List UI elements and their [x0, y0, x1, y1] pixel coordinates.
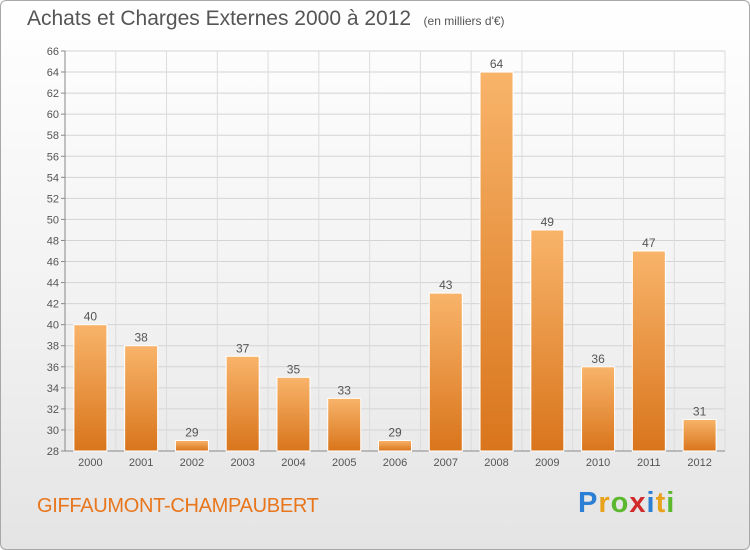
bar	[378, 439, 412, 452]
bar	[327, 397, 362, 452]
title-row: Achats et Charges Externes 2000 à 2012 (…	[27, 7, 505, 31]
bar	[124, 345, 159, 452]
y-tick-label: 54	[47, 172, 59, 184]
y-tick-label: 42	[47, 299, 59, 311]
y-tick-label: 28	[47, 446, 59, 458]
bar	[73, 324, 108, 452]
labels: 28 30 32 34 36 38 40 42 44 46 48 50 52 54 56 58 60 62 64 66…	[47, 46, 712, 469]
chart-title: Achats et Charges Externes 2000 à 2012	[27, 7, 412, 30]
y-tick-label: 36	[47, 362, 59, 374]
x-tick-label: 2012	[687, 457, 711, 469]
x-tick-label: 2007	[434, 457, 458, 469]
y-tick-label: 62	[47, 88, 59, 100]
bar	[276, 376, 311, 452]
bar	[479, 71, 514, 452]
x-tick-label: 2005	[332, 457, 356, 469]
y-tick-label: 52	[47, 193, 59, 205]
x-tick-label: 2003	[230, 457, 254, 469]
bar-value-label: 29	[185, 425, 199, 439]
bar-value-label: 36	[591, 352, 605, 366]
bar	[631, 250, 666, 452]
y-tick-label: 60	[47, 109, 59, 121]
bar-value-label: 49	[541, 215, 555, 229]
bar	[581, 366, 616, 452]
bars	[73, 71, 717, 452]
bar	[225, 355, 260, 452]
x-tick-label: 2011	[637, 457, 661, 469]
logo-letter: i	[666, 487, 676, 519]
logo-letter: r	[598, 487, 611, 519]
x-tick-label: 2006	[383, 457, 407, 469]
logo-letter: i	[646, 487, 656, 519]
logo-letter: o	[610, 487, 630, 519]
y-tick-label: 66	[47, 46, 59, 58]
bar	[428, 292, 463, 452]
y-tick-label: 30	[47, 425, 59, 437]
bar-value-label: 29	[388, 425, 402, 439]
bar-value-label: 31	[693, 404, 707, 418]
bar-value-label: 37	[236, 341, 250, 355]
commune-name: GIFFAUMONT-CHAMPAUBERT	[37, 495, 319, 517]
bar-value-label: 43	[439, 278, 453, 292]
y-tick-label: 64	[47, 67, 59, 79]
chart-subtitle: (en milliers d'€)	[423, 14, 505, 28]
bar-value-label: 47	[642, 236, 656, 250]
x-tick-label: 2009	[535, 457, 559, 469]
x-tick-label: 2001	[129, 457, 153, 469]
logo-letter: x	[629, 487, 647, 519]
y-tick-label: 32	[47, 404, 59, 416]
bar-value-label: 33	[338, 383, 352, 397]
x-tick-label: 2000	[78, 457, 102, 469]
bar-value-label: 38	[134, 331, 148, 345]
bar	[682, 418, 717, 452]
x-tick-label: 2002	[180, 457, 204, 469]
x-tick-label: 2010	[586, 457, 610, 469]
bar	[530, 229, 565, 452]
grid-lines	[64, 50, 726, 452]
x-tick-label: 2008	[484, 457, 508, 469]
y-tick-label: 40	[47, 320, 59, 332]
bar-value-label: 40	[84, 310, 98, 324]
proxiti-logo[interactable]: Proxiti	[578, 487, 675, 520]
y-tick-label: 50	[47, 214, 59, 226]
bar-value-label: 64	[490, 57, 504, 71]
bar	[174, 439, 209, 452]
y-tick-label: 38	[47, 341, 59, 353]
y-tick-label: 58	[47, 130, 59, 142]
y-tick-label: 46	[47, 257, 59, 269]
x-tick-label: 2004	[281, 457, 305, 469]
bar-value-label: 35	[287, 362, 301, 376]
y-tick-label: 56	[47, 151, 59, 163]
axes	[61, 50, 725, 452]
logo-letter: P	[578, 487, 599, 519]
y-tick-label: 34	[47, 383, 59, 395]
logo-letter: t	[655, 487, 667, 519]
y-tick-label: 44	[47, 278, 59, 290]
y-tick-label: 48	[47, 235, 59, 247]
